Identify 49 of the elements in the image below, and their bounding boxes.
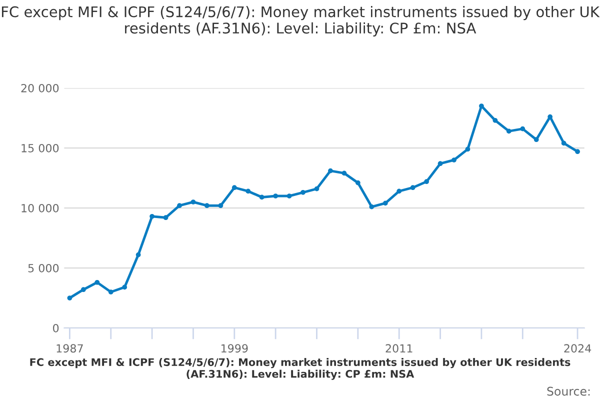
point <box>108 290 114 294</box>
chart-title: FC except MFI & ICPF (S124/5/6/7): Money market instruments issued by other UK residents (AF.31N6): Level: Liability: CP £m: NSA <box>2 6 600 36</box>
y-tick-label: 20 000 <box>21 84 59 92</box>
point <box>520 126 526 132</box>
point <box>314 186 320 192</box>
point <box>396 188 402 194</box>
point <box>67 296 72 300</box>
point <box>259 194 264 200</box>
point <box>355 180 360 186</box>
point <box>232 185 237 190</box>
point <box>136 252 141 258</box>
point <box>438 161 443 166</box>
x-tick-label: 1987 <box>56 344 83 353</box>
point <box>150 214 154 219</box>
text: FC except MFI & ICPF (S124/5/6/7): Money market instruments issued by other UK residents (AF.31N6): Level: Liability: CP £m: NSA <box>30 358 570 380</box>
point <box>273 194 278 198</box>
y-tick-label: 10 000 <box>22 204 59 212</box>
point <box>369 204 374 210</box>
point <box>424 179 429 184</box>
point <box>286 194 292 198</box>
point <box>177 203 182 208</box>
y-tick-label: 15 000 <box>22 144 59 152</box>
point <box>465 146 470 152</box>
point <box>246 188 251 194</box>
y-tick-label: 5 000 <box>28 264 59 272</box>
point <box>452 158 456 162</box>
x-tick-label: 2024 <box>564 344 592 353</box>
point <box>534 137 539 142</box>
point <box>410 185 416 190</box>
point <box>575 149 580 154</box>
x-tick-label: 2011 <box>386 344 412 353</box>
point <box>479 104 484 108</box>
point <box>300 190 306 195</box>
point <box>94 280 100 285</box>
point <box>492 118 498 123</box>
point <box>561 140 566 146</box>
point <box>190 200 196 204</box>
point <box>382 200 388 206</box>
y-tick-label: 0 <box>53 324 59 332</box>
point <box>342 170 347 176</box>
point <box>122 284 128 290</box>
point <box>328 168 333 174</box>
source-note: Source: <box>547 386 590 396</box>
x-tick-label: 1999 <box>221 344 248 353</box>
point <box>80 287 86 292</box>
point <box>506 128 512 134</box>
point <box>163 215 168 220</box>
point <box>204 203 210 208</box>
point <box>218 203 224 208</box>
